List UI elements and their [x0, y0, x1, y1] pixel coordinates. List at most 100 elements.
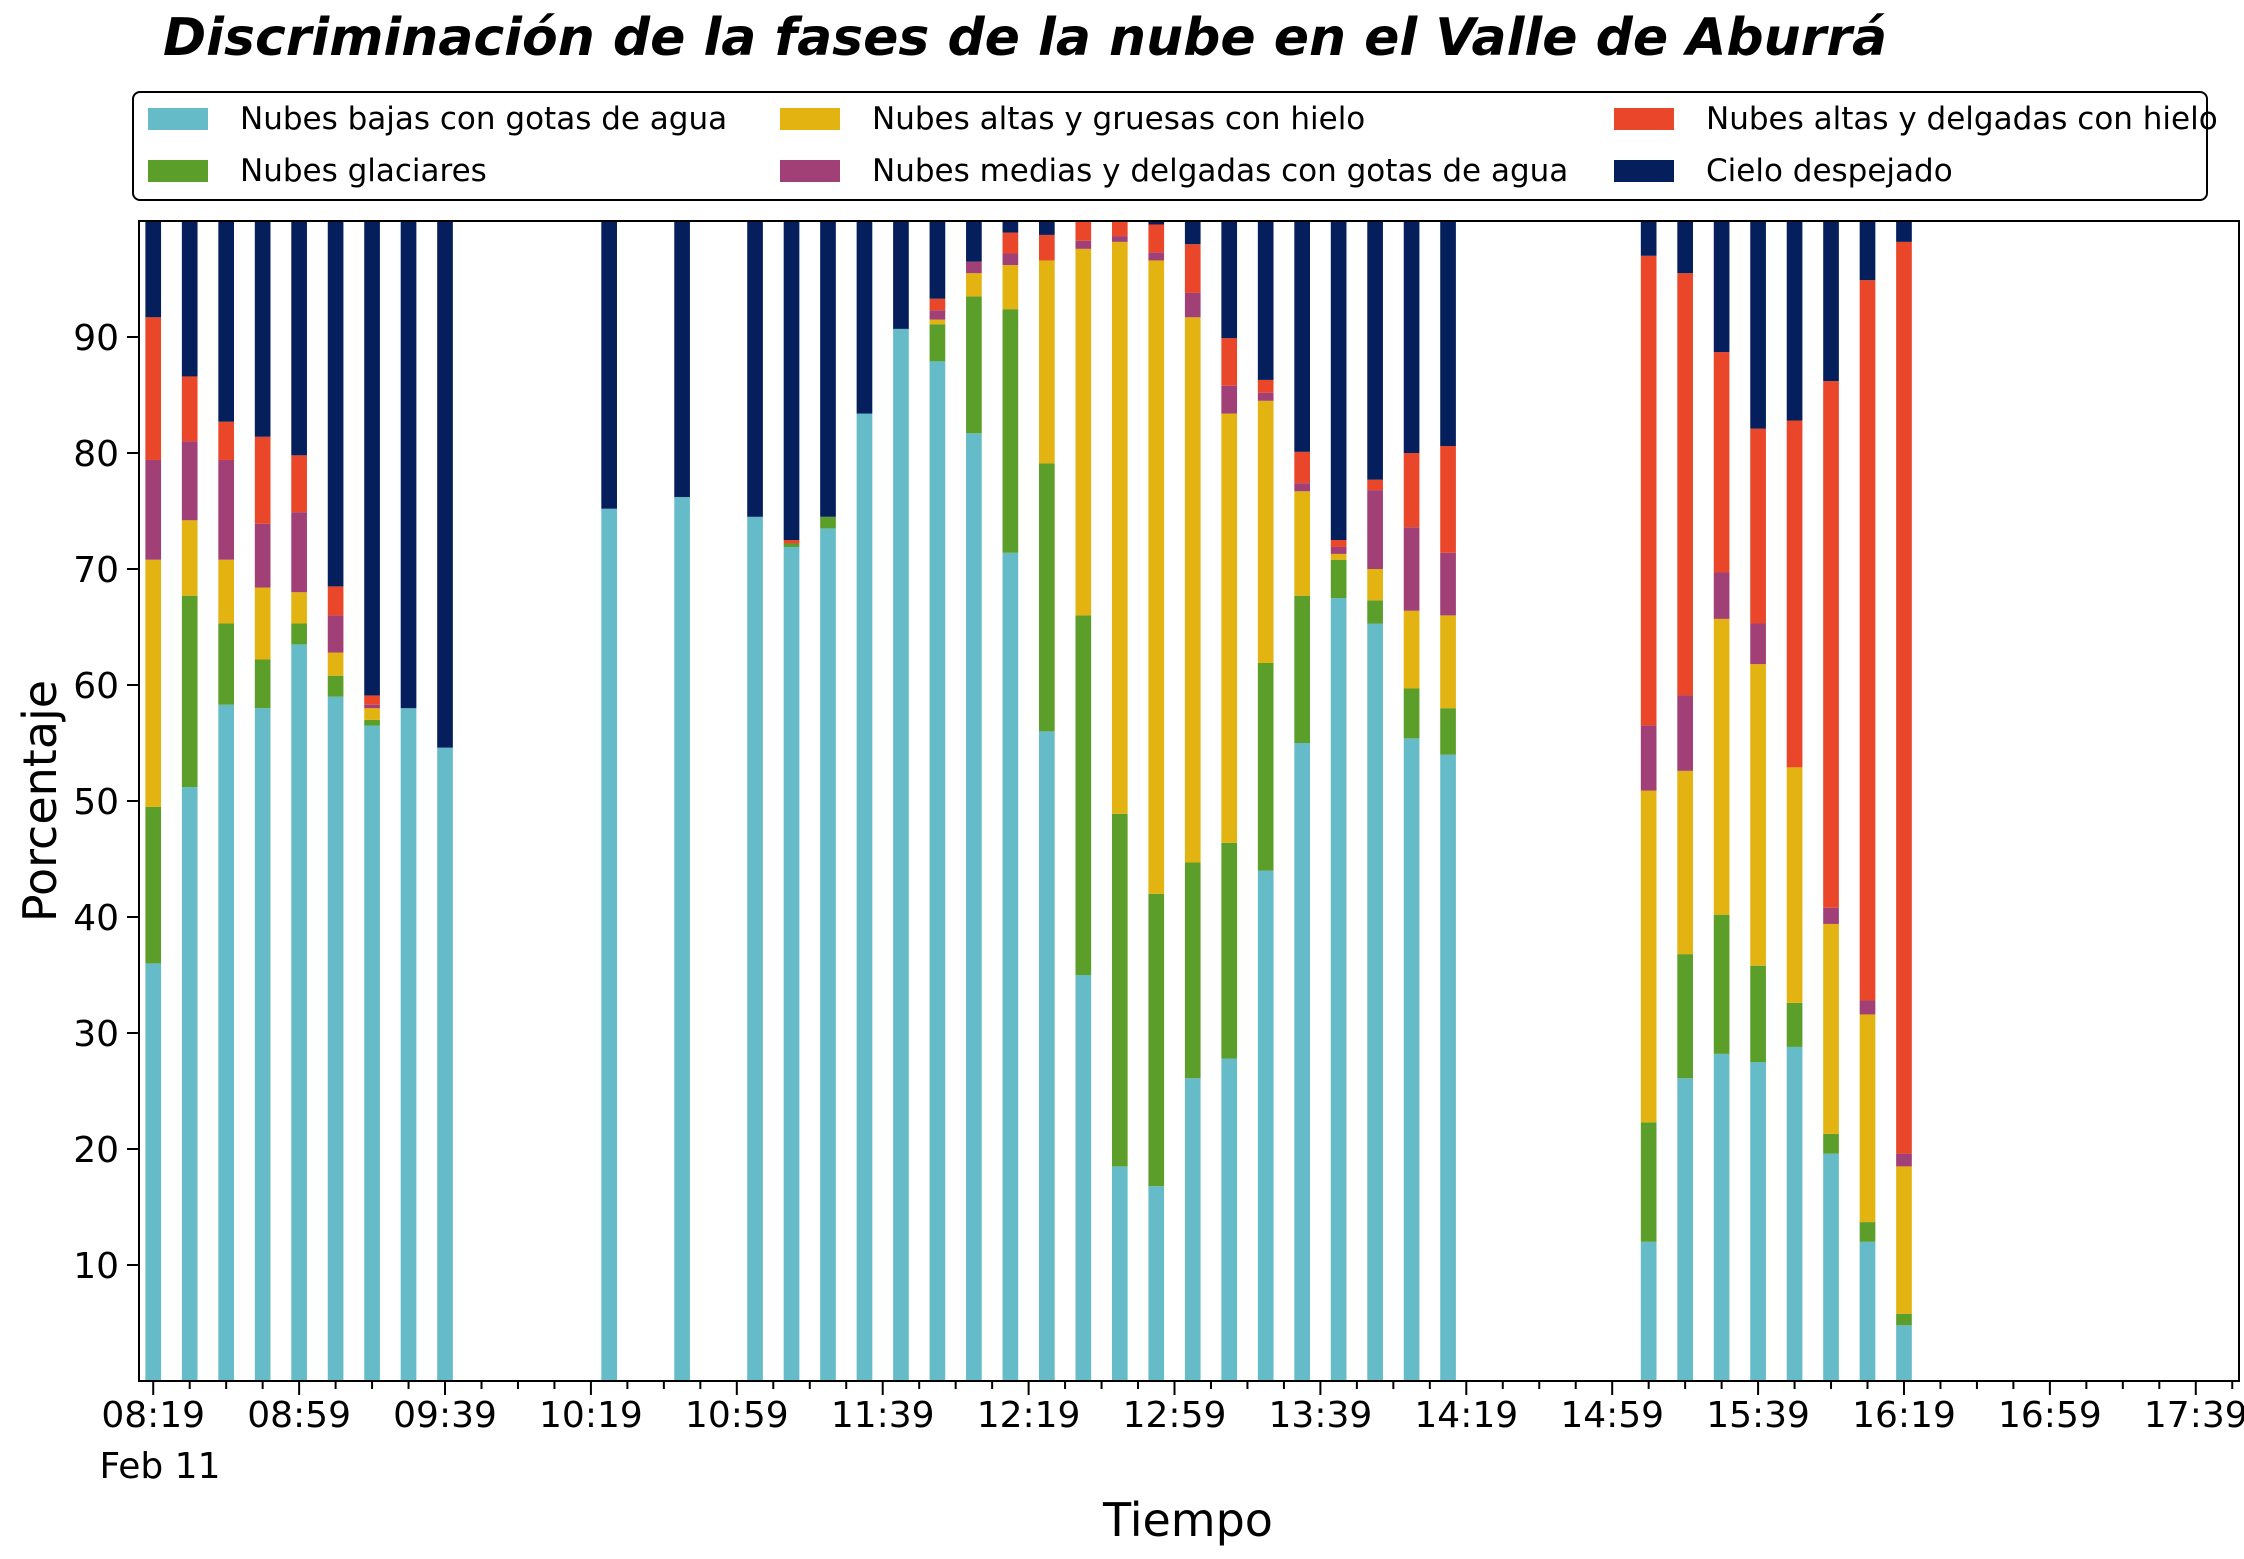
bar-segment: [1440, 446, 1456, 553]
bar-segment: [1075, 221, 1092, 241]
bar-segment: [254, 436, 271, 524]
bar-segment: [1823, 221, 1839, 382]
bar-segment: [437, 747, 453, 1381]
bar-segment: [291, 592, 307, 624]
bar-segment: [1859, 280, 1876, 1001]
legend-item: Nubes glaciares: [148, 151, 487, 191]
bar-segment: [1294, 451, 1310, 484]
bar-segment: [1367, 600, 1383, 624]
bar-segment: [1713, 1053, 1730, 1381]
chart-title: Discriminación de la fases de la nube en…: [163, 8, 1888, 68]
y-tick-label: 40: [73, 898, 119, 939]
bar-segment: [145, 459, 162, 560]
bar-segment: [1221, 338, 1238, 386]
bar-segment: [601, 508, 617, 1381]
x-tick-label: 12:19: [977, 1395, 1081, 1436]
legend: Nubes bajas con gotas de agua Nubes glac…: [132, 91, 2218, 201]
bar-segment: [783, 540, 800, 544]
bar-segment: [1823, 1153, 1839, 1381]
bar-segment: [291, 221, 307, 456]
bar-segment: [929, 324, 946, 362]
bar-segment: [1786, 1002, 1803, 1047]
bars-layer: [145, 221, 1912, 1382]
bar-segment: [1896, 241, 1912, 1154]
legend-swatch: [780, 160, 840, 182]
bar-segment: [1440, 754, 1456, 1381]
bar-segment: [181, 376, 198, 442]
bar-segment: [1677, 1078, 1693, 1381]
y-axis: 10 20 30 40 50 60 70 80 90: [73, 318, 139, 1287]
bar-segment: [254, 587, 271, 660]
bar-segment: [966, 296, 982, 434]
bar-segment: [181, 595, 198, 788]
bar-segment: [1896, 221, 1912, 242]
bar-segment: [364, 695, 380, 705]
bar-segment: [1075, 240, 1092, 249]
bar-segment: [327, 675, 344, 697]
bar-segment: [1330, 559, 1347, 598]
bar-segment: [1750, 428, 1766, 624]
y-axis-label: Porcentaje: [13, 680, 67, 922]
y-tick-label: 20: [73, 1130, 119, 1171]
x-axis-label: Tiempo: [1102, 1493, 1273, 1547]
bar-segment: [1677, 770, 1693, 955]
bar-segment: [1713, 914, 1730, 1054]
bar-segment: [929, 319, 946, 325]
bar-segment: [1859, 1241, 1876, 1381]
y-tick-label: 50: [73, 782, 119, 823]
bar-segment: [1148, 893, 1165, 1187]
x-tick-label: 15:39: [1706, 1395, 1810, 1436]
bar-segment: [1075, 975, 1092, 1381]
bar-segment: [1750, 664, 1766, 966]
x-tick-label: 14:59: [1560, 1395, 1664, 1436]
bar-segment: [1221, 385, 1238, 414]
x-tick-label: 08:19: [101, 1395, 205, 1436]
bar-segment: [1039, 463, 1055, 732]
bar-segment: [400, 708, 417, 1381]
bar-segment: [1002, 309, 1019, 553]
x-tick-label: 12:59: [1123, 1395, 1227, 1436]
bar-segment: [893, 221, 909, 329]
bar-segment: [1403, 610, 1420, 689]
bar-segment: [1075, 615, 1092, 975]
x-tick-label: 11:39: [831, 1395, 935, 1436]
bar-segment: [1148, 224, 1165, 253]
bar-segment: [1257, 392, 1274, 401]
bar-segment: [1640, 1241, 1657, 1381]
legend-label: Cielo despejado: [1706, 153, 1953, 189]
bar-segment: [1403, 221, 1420, 453]
legend-label: Nubes medias y delgadas con gotas de agu…: [872, 153, 1569, 189]
legend-label: Nubes altas y delgadas con hielo: [1706, 101, 2218, 137]
bar-segment: [1640, 1122, 1657, 1242]
bar-segment: [364, 708, 380, 720]
bar-segment: [1713, 618, 1730, 915]
bar-segment: [254, 523, 271, 588]
x-date-label: Feb 11: [100, 1446, 221, 1487]
bar-segment: [1640, 725, 1657, 791]
y-tick-label: 60: [73, 666, 119, 707]
bar-segment: [1148, 221, 1165, 225]
bar-segment: [364, 221, 380, 696]
legend-label: Nubes glaciares: [240, 153, 487, 189]
legend-label: Nubes altas y gruesas con hielo: [872, 101, 1366, 137]
x-tick-label: 10:59: [685, 1395, 789, 1436]
bar-segment: [327, 652, 344, 676]
legend-swatch: [148, 160, 208, 182]
bar-segment: [1039, 731, 1055, 1381]
legend-swatch: [1614, 108, 1674, 130]
bar-segment: [218, 459, 235, 560]
bar-segment: [1039, 221, 1055, 235]
bar-segment: [1859, 1222, 1876, 1242]
bar-segment: [1148, 252, 1165, 261]
legend-item: Cielo despejado: [1614, 151, 1953, 191]
bar-segment: [437, 221, 453, 748]
bar-segment: [966, 261, 982, 274]
legend-swatch: [1614, 160, 1674, 182]
bar-segment: [929, 298, 946, 311]
bar-segment: [1294, 221, 1310, 452]
bar-segment: [327, 221, 344, 587]
bar-segment: [1002, 232, 1019, 254]
bar-segment: [1440, 552, 1456, 616]
x-tick-label: 10:19: [539, 1395, 643, 1436]
bar-segment: [1002, 253, 1019, 266]
